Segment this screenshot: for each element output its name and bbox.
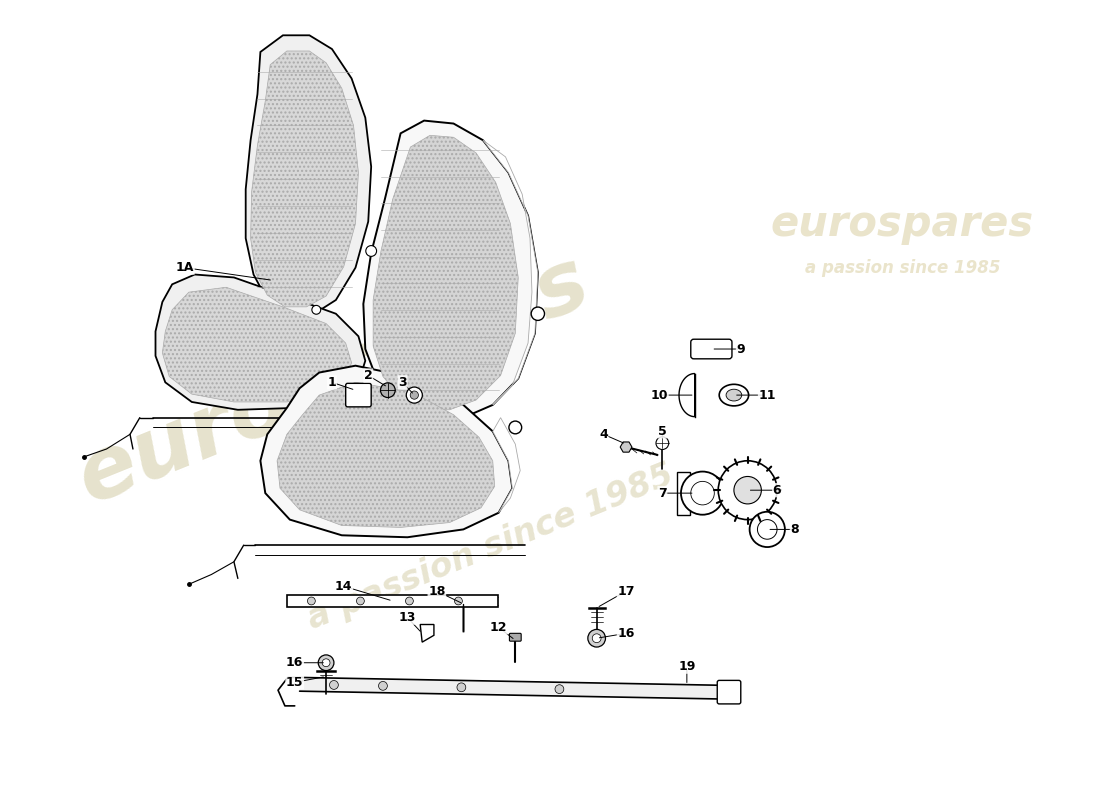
Circle shape	[406, 387, 422, 403]
Text: 18: 18	[428, 585, 446, 598]
Circle shape	[366, 246, 376, 256]
Text: 4: 4	[600, 428, 608, 441]
Polygon shape	[483, 140, 538, 405]
Circle shape	[749, 512, 785, 547]
Polygon shape	[678, 471, 690, 514]
Circle shape	[356, 597, 364, 605]
FancyBboxPatch shape	[717, 680, 740, 704]
Text: 10: 10	[651, 389, 668, 402]
Circle shape	[758, 520, 777, 539]
Circle shape	[312, 306, 321, 314]
Polygon shape	[261, 366, 513, 538]
Polygon shape	[163, 287, 352, 402]
Text: 11: 11	[759, 389, 775, 402]
Text: eurospares: eurospares	[771, 202, 1034, 245]
Polygon shape	[679, 374, 695, 417]
Polygon shape	[420, 625, 433, 642]
Circle shape	[318, 655, 334, 670]
Text: 2: 2	[364, 369, 373, 382]
Text: 19: 19	[679, 660, 695, 673]
Polygon shape	[373, 135, 518, 410]
Circle shape	[587, 630, 605, 647]
Polygon shape	[620, 442, 632, 452]
FancyBboxPatch shape	[691, 339, 732, 359]
Text: 3: 3	[398, 376, 407, 389]
FancyBboxPatch shape	[345, 383, 371, 407]
Ellipse shape	[719, 384, 749, 406]
Circle shape	[308, 597, 316, 605]
Polygon shape	[155, 274, 365, 410]
Polygon shape	[299, 678, 722, 699]
Circle shape	[531, 307, 544, 320]
Circle shape	[556, 685, 564, 694]
Polygon shape	[363, 121, 538, 420]
Text: 5: 5	[658, 425, 667, 438]
Text: 1A: 1A	[176, 261, 194, 274]
Text: 13: 13	[399, 611, 416, 624]
Polygon shape	[493, 418, 520, 513]
Circle shape	[322, 659, 330, 666]
Text: 16: 16	[286, 656, 304, 670]
Text: eurospares: eurospares	[66, 240, 602, 521]
Circle shape	[718, 461, 777, 520]
Circle shape	[691, 482, 714, 505]
Text: 12: 12	[490, 621, 507, 634]
Ellipse shape	[726, 390, 741, 401]
Circle shape	[330, 681, 339, 690]
Text: 14: 14	[336, 580, 352, 593]
Text: 1: 1	[328, 376, 337, 389]
Circle shape	[378, 682, 387, 690]
Polygon shape	[277, 382, 495, 527]
Text: 16: 16	[617, 627, 635, 640]
Text: 15: 15	[286, 676, 304, 689]
Text: 6: 6	[772, 484, 781, 497]
Circle shape	[656, 437, 669, 450]
Circle shape	[681, 471, 724, 514]
Circle shape	[509, 421, 521, 434]
FancyBboxPatch shape	[287, 595, 497, 607]
Circle shape	[381, 383, 395, 398]
Text: 8: 8	[791, 523, 799, 536]
Text: 7: 7	[658, 486, 667, 500]
Circle shape	[410, 391, 418, 399]
Polygon shape	[251, 51, 359, 307]
Circle shape	[456, 683, 465, 692]
Circle shape	[406, 597, 414, 605]
Text: a passion since 1985: a passion since 1985	[302, 458, 679, 636]
Text: 9: 9	[737, 342, 745, 355]
Circle shape	[734, 477, 761, 504]
Circle shape	[454, 597, 462, 605]
Text: 17: 17	[617, 585, 635, 598]
Circle shape	[592, 634, 601, 642]
Polygon shape	[245, 35, 371, 314]
Text: a passion since 1985: a passion since 1985	[805, 258, 1000, 277]
FancyBboxPatch shape	[509, 634, 521, 641]
